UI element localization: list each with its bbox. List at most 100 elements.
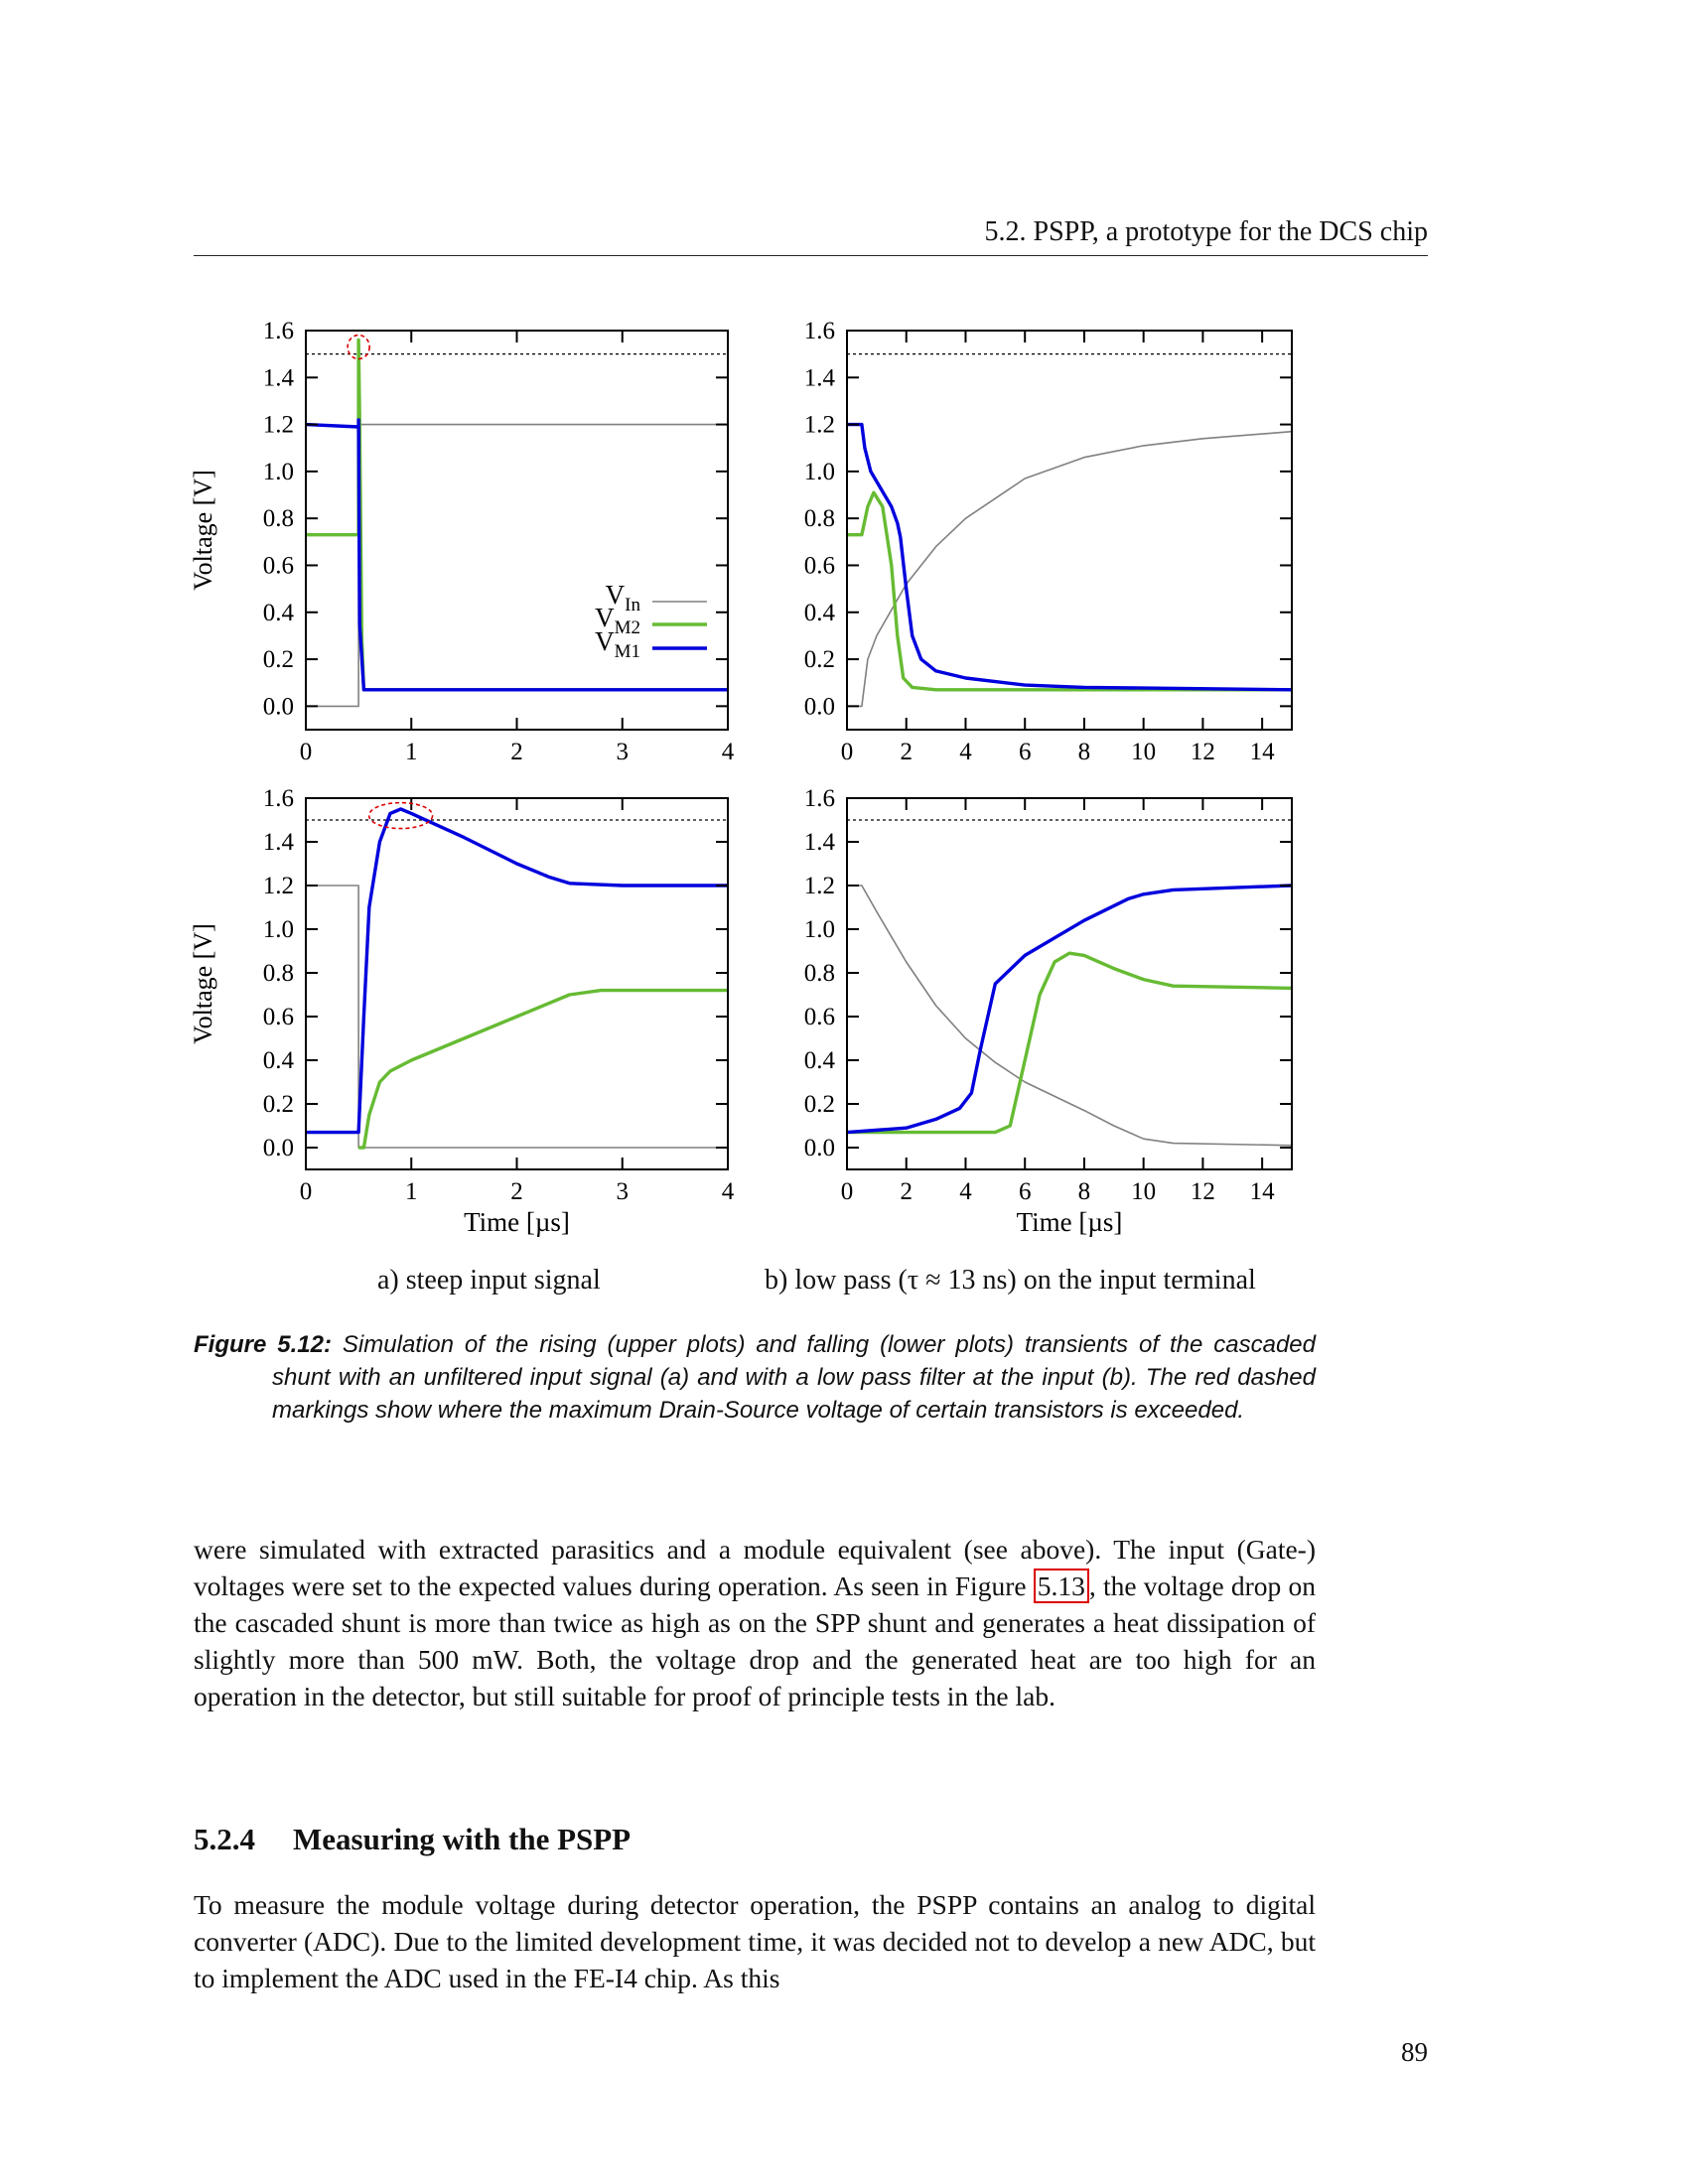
legend-label: VM2 xyxy=(595,603,640,638)
series-line-v-in xyxy=(306,423,728,708)
series-line-v-m2 xyxy=(306,338,728,692)
section-heading: 5.2.4 Measuring with the PSPP xyxy=(194,1822,631,1857)
exceed-marker xyxy=(347,334,370,360)
y-tick-label: 0.2 xyxy=(804,1091,835,1118)
exceed-marker xyxy=(367,801,434,830)
y-tick-label: 0.4 xyxy=(804,600,836,626)
y-tick-label: 0.6 xyxy=(804,1004,835,1030)
y-tick-label: 0.2 xyxy=(263,646,294,673)
y-tick-label: 0.8 xyxy=(804,505,835,532)
series-line-v-m2 xyxy=(358,988,728,1150)
section-title: Measuring with the PSPP xyxy=(293,1822,632,1856)
y-tick-label: 0.0 xyxy=(263,1135,294,1161)
chart-panel-b-bottom: 0 2 4 6 8 10 12 14 0.0 0.2 0.4 0.6 0.8 1.0 1.2 1.4 1.6 Ti… xyxy=(804,785,1293,1237)
x-tick-label: 0 xyxy=(300,739,313,765)
y-tick-label: 0.0 xyxy=(804,693,835,720)
paragraph-text: were simulated with extracted parasitics… xyxy=(194,1534,1316,1601)
x-tick-label: 0 xyxy=(841,739,854,765)
y-tick-label: 0.6 xyxy=(263,552,294,579)
x-tick-label: 4 xyxy=(959,739,972,765)
plot-frame xyxy=(846,797,1293,1170)
y-tick-label: 1.2 xyxy=(804,412,835,439)
x-tick-label: 2 xyxy=(900,739,913,765)
paragraph: were simulated with extracted parasitics… xyxy=(194,1531,1316,1714)
plot-frame xyxy=(846,330,1293,731)
y-tick-label: 0.2 xyxy=(263,1091,294,1118)
running-header: 5.2. PSPP, a prototype for the DCS chip xyxy=(984,216,1428,247)
x-tick-label: 12 xyxy=(1191,739,1215,765)
x-tick-label: 8 xyxy=(1078,739,1091,765)
y-tick-label: 1.4 xyxy=(263,364,295,391)
series-line-v-m1 xyxy=(305,418,728,692)
y-tick-label: 1.0 xyxy=(804,916,835,943)
caption-label: Figure 5.12: xyxy=(194,1331,332,1358)
y-tick-label: 1.0 xyxy=(263,459,294,485)
y-tick-label: 1.6 xyxy=(804,785,835,812)
y-tick-label: 1.6 xyxy=(263,785,294,812)
y-tick-label: 1.0 xyxy=(263,916,294,943)
subcaption-b: b) low pass (τ ≈ 13 ns) on the input ter… xyxy=(765,1265,1256,1296)
y-tick-label: 0.6 xyxy=(263,1004,294,1030)
x-tick-label: 4 xyxy=(722,739,735,765)
chart-panel-a-top: 0 1 2 3 4 0.0 0.2 0.4 0.6 0.8 1.0 1.2 1.4 1.6 Voltage … xyxy=(189,318,735,765)
series-line-v-m1 xyxy=(306,807,728,1135)
y-tick-label: 0.8 xyxy=(804,960,835,987)
x-tick-label: 2 xyxy=(510,739,523,765)
paragraph-text: , the voltage drop on the cascaded shunt… xyxy=(194,1570,1316,1711)
x-tick-label: 1 xyxy=(405,1178,418,1205)
figure-ref-link[interactable]: 5.13 xyxy=(1033,1569,1089,1603)
x-tick-label: 12 xyxy=(1191,1178,1215,1205)
subcaption-a: a) steep input signal xyxy=(377,1265,601,1296)
series-line-v-in xyxy=(847,885,1293,1147)
y-tick-label: 1.2 xyxy=(804,873,835,899)
y-tick-label: 0.4 xyxy=(804,1047,836,1074)
series-line-v-in xyxy=(306,885,728,1149)
x-axis-label: Time [µs] xyxy=(464,1207,570,1237)
figure-charts: 0 1 2 3 40.00.20.40.60.81.01.21.41.6Voltage … xyxy=(189,318,1293,1237)
x-tick-label: 0 xyxy=(300,1178,313,1205)
x-tick-label: 6 xyxy=(1019,739,1032,765)
series-line-v-m2 xyxy=(847,490,1292,692)
y-tick-label: 1.4 xyxy=(804,829,836,856)
paragraph: To measure the module voltage during det… xyxy=(194,1889,1316,1993)
page-number: 89 xyxy=(1401,2037,1428,2067)
y-axis-label: Voltage [V] xyxy=(189,470,217,591)
x-tick-label: 14 xyxy=(1250,1178,1276,1205)
y-tick-label: 1.4 xyxy=(263,829,295,856)
chart-panel-b-top: 0 2 4 6 8 10 12 14 0.0 0.2 0.4 0.6 0.8 1.0 1.2 1.4 1.6 xyxy=(804,318,1293,765)
x-tick-label: 10 xyxy=(1131,1178,1156,1205)
y-tick-label: 0.4 xyxy=(263,1047,295,1074)
y-tick-label: 0.0 xyxy=(804,1135,835,1161)
y-tick-label: 1.4 xyxy=(804,364,836,391)
header-rule xyxy=(194,255,1428,256)
series-line-v-m1 xyxy=(846,884,1293,1135)
series-line-v-m2 xyxy=(847,951,1293,1135)
x-tick-label: 4 xyxy=(722,1178,735,1205)
section-number: 5.2.4 xyxy=(194,1822,255,1856)
series-line-v-m1 xyxy=(847,422,1293,692)
x-tick-label: 2 xyxy=(510,1178,523,1205)
x-tick-label: 10 xyxy=(1131,739,1156,765)
x-tick-label: 6 xyxy=(1019,1178,1032,1205)
x-tick-label: 3 xyxy=(617,739,630,765)
y-tick-label: 0.0 xyxy=(263,693,294,720)
x-tick-label: 3 xyxy=(617,1178,630,1205)
y-tick-label: 1.0 xyxy=(804,459,835,485)
y-tick-label: 1.2 xyxy=(263,873,294,899)
y-tick-label: 0.6 xyxy=(804,552,835,579)
x-tick-label: 2 xyxy=(900,1178,913,1205)
legend-label: VIn xyxy=(606,580,641,615)
figure-caption: Figure 5.12: Simulation of the rising (u… xyxy=(194,1328,1316,1427)
caption-text: Simulation of the rising (upper plots) a… xyxy=(272,1331,1316,1424)
y-tick-label: 0.4 xyxy=(263,600,295,626)
x-tick-label: 8 xyxy=(1078,1178,1091,1205)
x-tick-label: 0 xyxy=(841,1178,854,1205)
legend-label: VM1 xyxy=(595,626,640,662)
series-line-v-in xyxy=(847,430,1293,708)
y-axis-label: Voltage [V] xyxy=(189,923,217,1044)
x-tick-label: 4 xyxy=(959,1178,972,1205)
y-tick-label: 1.6 xyxy=(804,318,835,344)
x-axis-label: Time [µs] xyxy=(1017,1207,1123,1237)
y-tick-label: 0.8 xyxy=(263,960,294,987)
y-tick-label: 0.8 xyxy=(263,505,294,532)
